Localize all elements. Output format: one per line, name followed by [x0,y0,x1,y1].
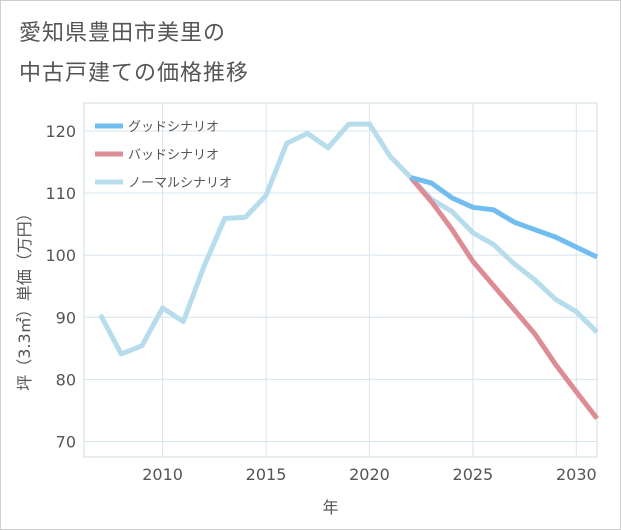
x-tick-label: 2025 [453,465,494,484]
y-axis-label: 坪（3.3㎡）単価（万円） [15,205,34,390]
chart-title-line-2: 中古戸建ての価格推移 [19,61,250,86]
x-axis-label: 年 [322,498,338,517]
chart-title-line-1: 愛知県豊田市美里の [19,21,227,46]
series-line-0 [410,175,599,260]
x-tick-label: 2020 [349,465,390,484]
y-tick-label: 120 [45,122,76,141]
legend-label-1: バッドシナリオ [128,148,219,163]
y-tick-label: 110 [45,184,76,203]
x-tick-label: 2015 [246,465,287,484]
x-tick-label: 2010 [142,465,183,484]
legend-label-0: グッドシナリオ [128,120,219,135]
plot-area [83,102,598,458]
y-tick-label: 90 [56,308,76,327]
legend-label-2: ノーマルシナリオ [128,176,232,191]
series-line-1 [408,175,599,421]
series-line-2 [98,121,599,357]
y-tick-label: 100 [45,246,76,265]
y-tick-label: 80 [56,370,76,389]
y-tick-label: 70 [56,432,76,451]
x-tick-label: 2030 [556,465,597,484]
